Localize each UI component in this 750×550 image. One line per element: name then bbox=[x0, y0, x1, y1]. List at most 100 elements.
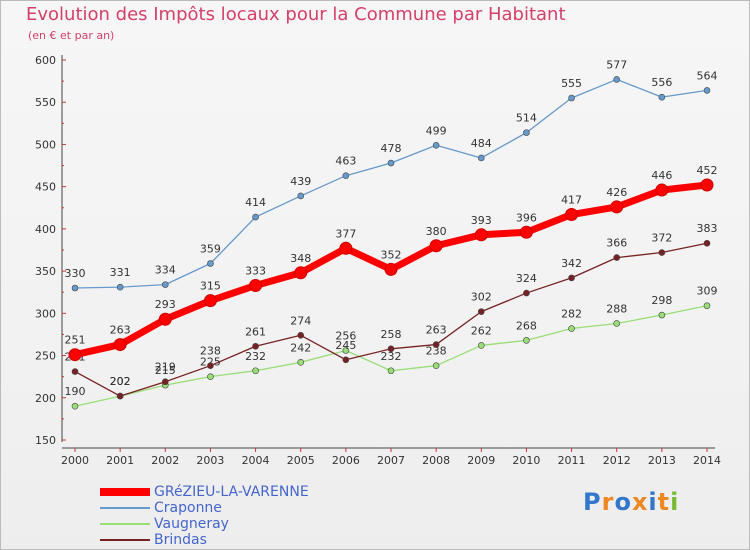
data-point bbox=[252, 342, 259, 350]
data-point bbox=[297, 192, 305, 200]
data-point bbox=[474, 228, 488, 242]
data-point bbox=[523, 337, 530, 344]
data-point bbox=[297, 359, 305, 366]
y-tick-label: 400 bbox=[35, 223, 56, 236]
data-label: 352 bbox=[381, 248, 402, 261]
x-tick-label: 2009 bbox=[467, 454, 495, 467]
data-label: 261 bbox=[245, 325, 266, 338]
data-label: 225 bbox=[200, 356, 221, 369]
data-point bbox=[203, 294, 217, 308]
data-point bbox=[565, 208, 579, 222]
data-point bbox=[703, 239, 711, 247]
y-tick-label: 250 bbox=[35, 350, 56, 363]
x-tick-label: 2004 bbox=[242, 454, 270, 467]
data-point bbox=[700, 178, 714, 192]
data-point bbox=[387, 367, 395, 375]
x-tick-label: 2002 bbox=[151, 454, 179, 467]
data-label: 288 bbox=[606, 302, 627, 315]
y-tick-label: 450 bbox=[35, 181, 56, 194]
data-label: 331 bbox=[110, 266, 131, 279]
data-label: 219 bbox=[155, 361, 176, 374]
logo-letter: o bbox=[614, 488, 632, 516]
y-tick-label: 550 bbox=[35, 96, 56, 109]
data-point bbox=[568, 94, 575, 102]
x-tick-label: 2012 bbox=[603, 454, 631, 467]
data-label: 298 bbox=[651, 294, 672, 307]
data-label: 202 bbox=[110, 375, 131, 388]
data-point bbox=[568, 325, 575, 332]
data-label: 359 bbox=[200, 243, 221, 256]
data-label: 245 bbox=[335, 339, 356, 352]
legend-swatch bbox=[100, 488, 150, 496]
data-point bbox=[523, 129, 530, 136]
data-point bbox=[71, 368, 79, 375]
legend-label: Brindas bbox=[154, 532, 207, 548]
data-label: 251 bbox=[65, 334, 86, 347]
data-label: 268 bbox=[516, 319, 537, 332]
data-label: 315 bbox=[200, 280, 221, 293]
data-point bbox=[568, 274, 575, 282]
proxiti-logo: Proxiti bbox=[583, 488, 679, 516]
data-label: 426 bbox=[606, 186, 627, 199]
x-tick-label: 2013 bbox=[648, 454, 676, 467]
data-label: 242 bbox=[290, 341, 311, 354]
data-point bbox=[249, 278, 263, 292]
data-label: 439 bbox=[290, 175, 311, 188]
x-tick-label: 2011 bbox=[558, 454, 586, 467]
data-label: 238 bbox=[200, 345, 221, 358]
data-point bbox=[613, 320, 621, 327]
data-label: 564 bbox=[697, 69, 718, 82]
data-point bbox=[477, 342, 485, 349]
data-label: 396 bbox=[516, 211, 537, 224]
data-label: 348 bbox=[290, 252, 311, 265]
data-point bbox=[429, 239, 443, 253]
y-tick-label: 600 bbox=[35, 54, 56, 67]
data-label: 555 bbox=[561, 77, 582, 90]
data-point bbox=[613, 254, 621, 261]
data-point bbox=[523, 289, 530, 297]
data-point bbox=[384, 262, 398, 276]
data-point bbox=[71, 402, 79, 410]
data-point bbox=[658, 93, 666, 101]
data-label: 463 bbox=[335, 155, 356, 168]
data-label: 342 bbox=[561, 257, 582, 270]
data-point bbox=[703, 87, 711, 94]
data-label: 484 bbox=[471, 137, 492, 150]
data-label: 263 bbox=[426, 324, 447, 337]
data-label: 238 bbox=[426, 345, 447, 358]
x-tick-label: 2008 bbox=[422, 454, 450, 467]
data-point bbox=[432, 341, 440, 348]
data-point bbox=[161, 378, 169, 386]
data-point bbox=[207, 260, 214, 267]
data-point bbox=[613, 76, 621, 83]
data-point bbox=[477, 308, 485, 315]
data-label: 324 bbox=[516, 272, 537, 285]
data-label: 499 bbox=[426, 124, 447, 137]
data-point bbox=[655, 183, 669, 197]
data-label: 263 bbox=[110, 324, 131, 337]
legend-swatch bbox=[100, 539, 150, 541]
data-label: 383 bbox=[697, 222, 718, 235]
data-label: 232 bbox=[245, 350, 266, 363]
logo-letter: P bbox=[583, 488, 602, 516]
data-label: 556 bbox=[651, 76, 672, 89]
x-tick-label: 2007 bbox=[377, 454, 405, 467]
data-label: 282 bbox=[561, 308, 582, 321]
legend-label: GRéZIEU-LA-VARENNE bbox=[154, 484, 309, 500]
logo-letter: i bbox=[670, 488, 680, 516]
data-point bbox=[703, 302, 711, 310]
data-label: 258 bbox=[381, 328, 402, 341]
data-label: 256 bbox=[335, 329, 356, 342]
data-label: 478 bbox=[381, 142, 402, 155]
y-tick-label: 200 bbox=[35, 392, 56, 405]
data-point bbox=[116, 283, 124, 291]
legend-swatch bbox=[100, 523, 150, 525]
legend-swatch bbox=[100, 507, 150, 509]
data-point bbox=[252, 367, 259, 375]
data-label: 334 bbox=[155, 264, 176, 277]
data-point bbox=[342, 172, 350, 179]
data-label: 414 bbox=[245, 196, 266, 209]
x-tick-label: 2003 bbox=[196, 454, 224, 467]
